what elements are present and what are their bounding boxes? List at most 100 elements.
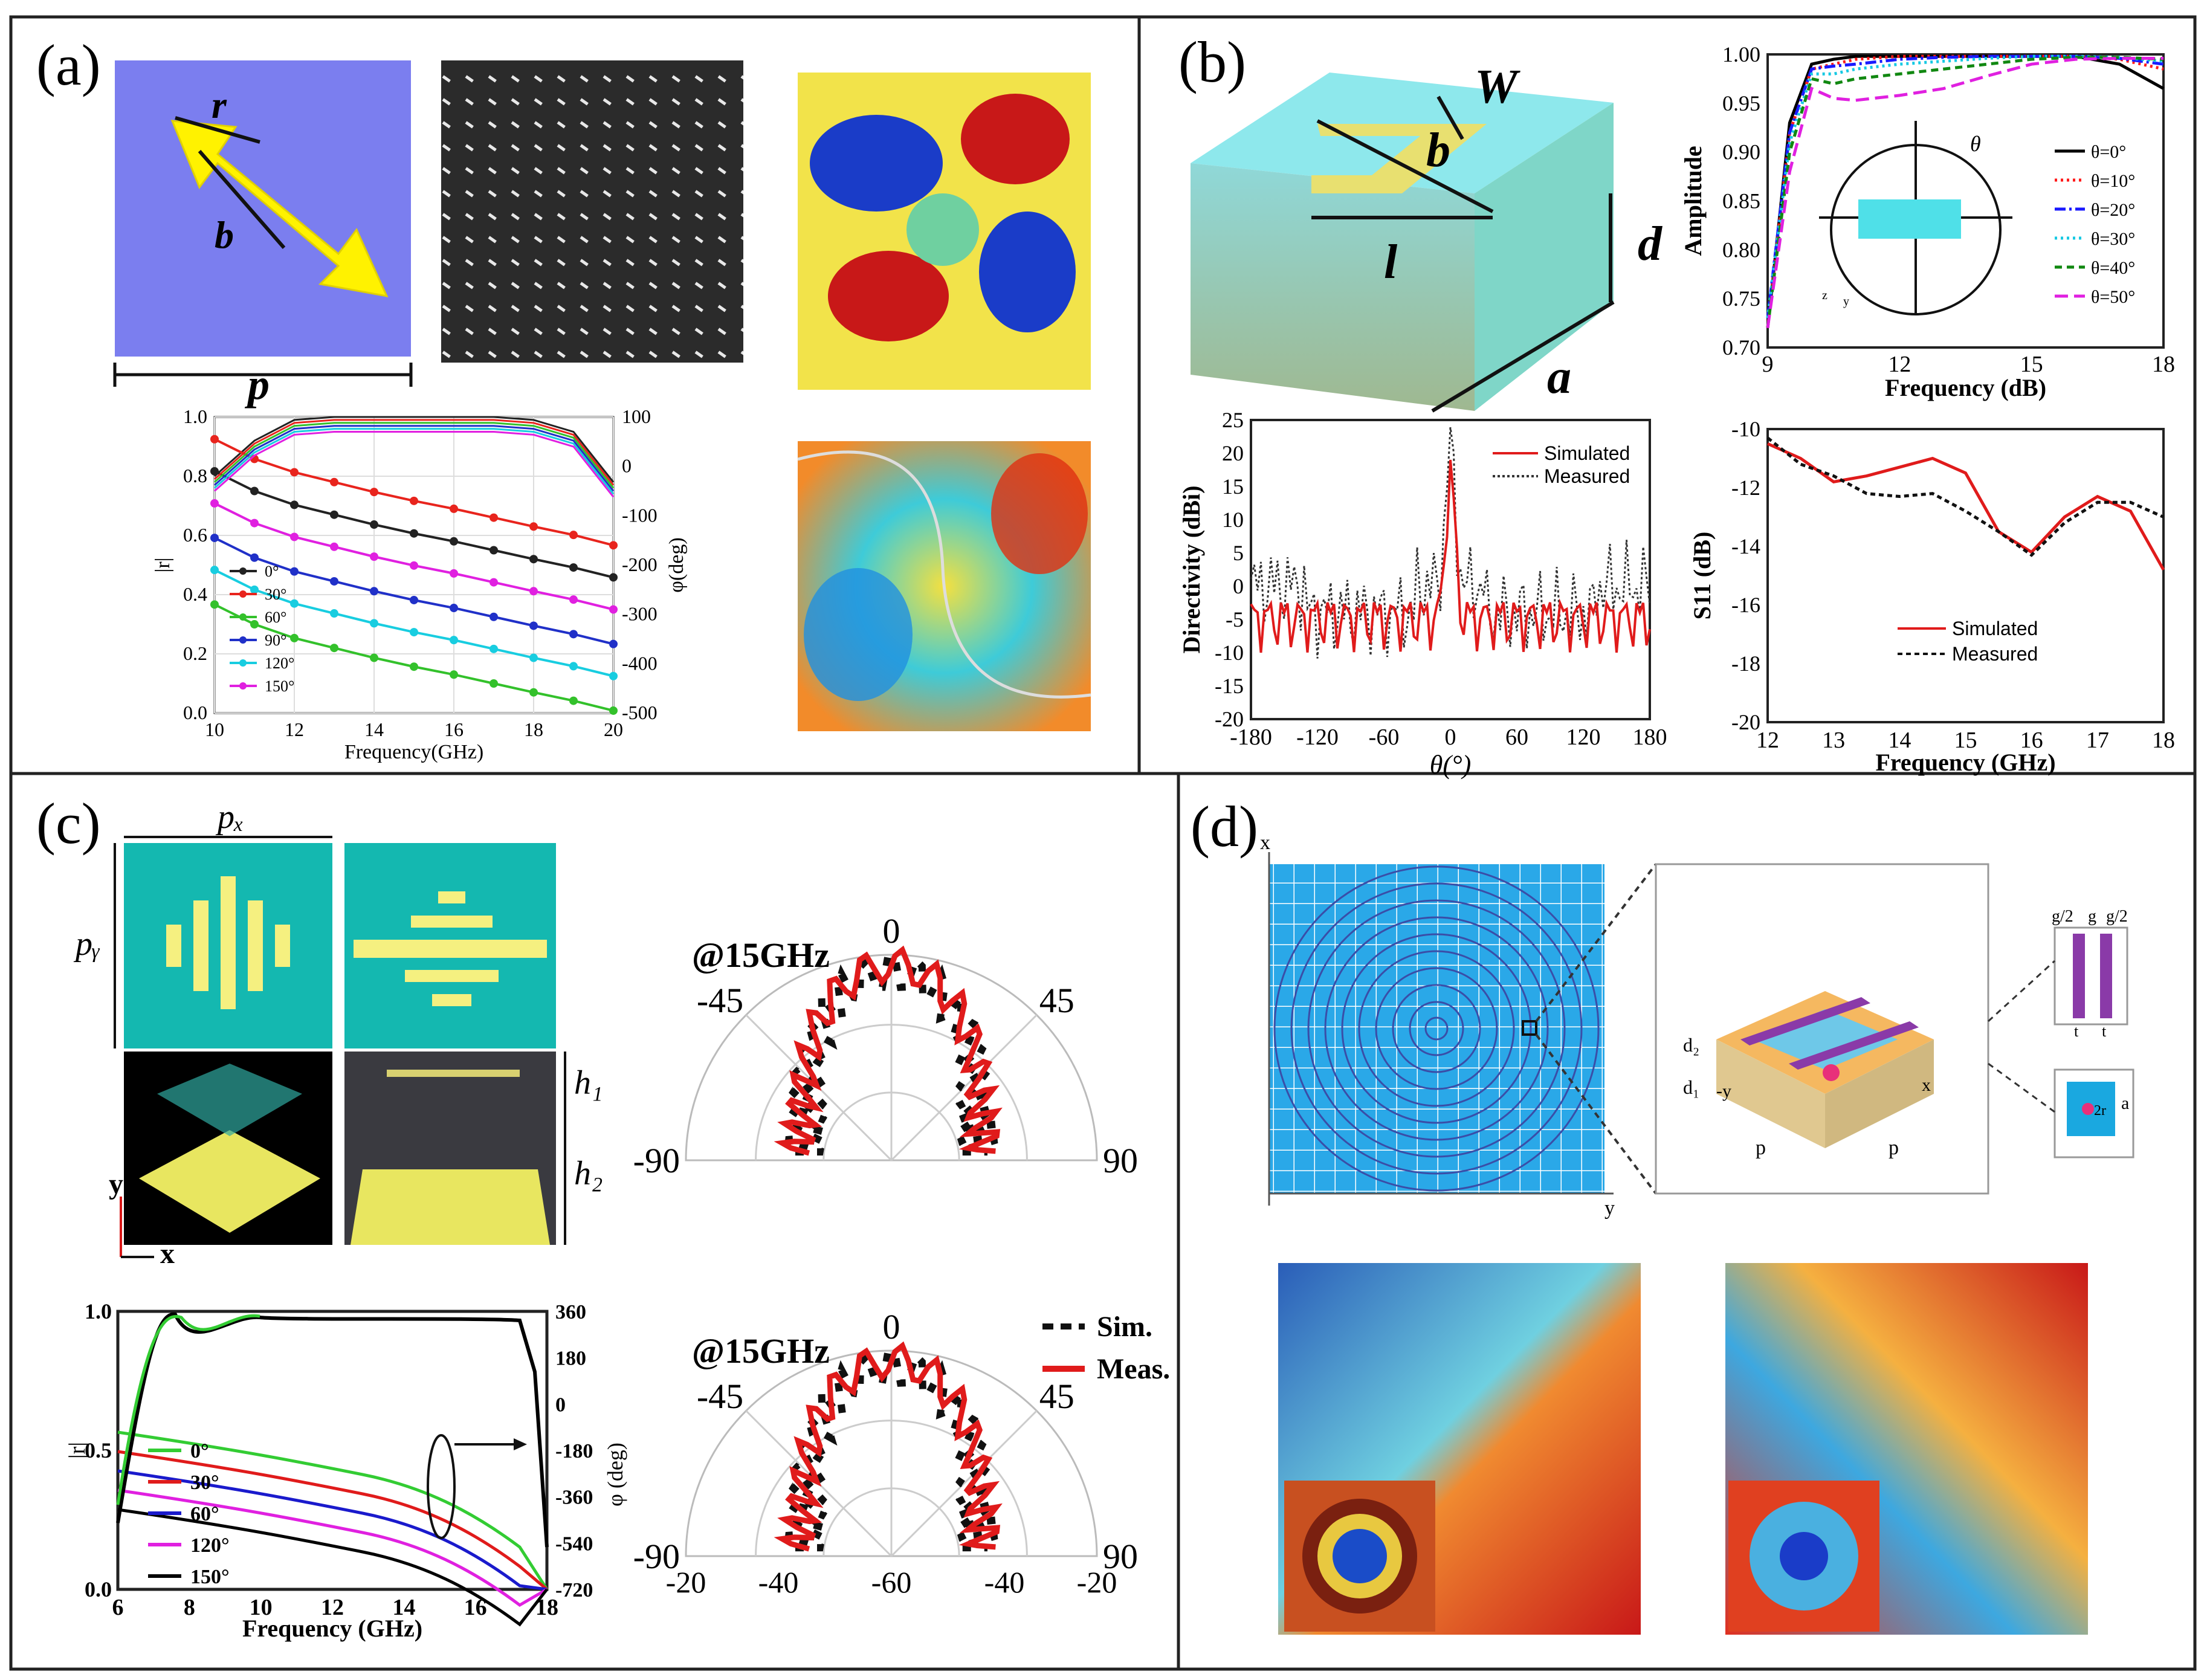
- point-phase: [529, 522, 538, 531]
- label-px: pₓ: [215, 798, 244, 836]
- point-phase: [290, 500, 299, 509]
- y2-tick-label: 0: [555, 1394, 566, 1416]
- phase-map-top: [798, 73, 1091, 390]
- point-phase: [330, 577, 338, 586]
- point-phase: [609, 706, 618, 715]
- chart-a: 10 12 14 16 18 20 0.0 0.2 0.4 0.6 0.8 1.0 100 0 -100 -2…: [152, 405, 688, 763]
- x-tick-label: 15: [1954, 728, 1977, 753]
- polar-angle-label: -45: [697, 981, 743, 1020]
- point-phase: [490, 679, 498, 688]
- y2-axis-title: φ(deg): [665, 537, 688, 592]
- y-tick-label: 15: [1222, 474, 1244, 499]
- y-tick-label: 0.0: [85, 1577, 112, 1601]
- y-tick-label: -14: [1731, 534, 1760, 558]
- label-py: pᵧ: [73, 925, 100, 963]
- point-phase: [330, 609, 338, 618]
- polar-radial-tick: -20: [666, 1565, 706, 1599]
- label-t2: t: [2102, 1023, 2107, 1040]
- label-cy: y: [109, 1168, 123, 1200]
- point-phase: [569, 595, 578, 604]
- panel-label-a: (a): [36, 33, 101, 97]
- point-phase: [529, 653, 538, 662]
- chart-c: 6 8 10 12 14 16 180.00.51.0 3601800-180-360-540…: [65, 1299, 627, 1642]
- legend-label: 60°: [190, 1503, 219, 1525]
- amplitude-green: [116, 1314, 260, 1505]
- point-phase: [569, 563, 578, 572]
- point-phase: [609, 671, 618, 680]
- label-d: d: [1638, 218, 1663, 271]
- label-2r: 2r: [2094, 1103, 2106, 1119]
- legend-label: Sim.: [1097, 1311, 1152, 1343]
- polar-spoke: [890, 1014, 1038, 1161]
- plot-frame: [116, 1310, 549, 1591]
- polar-angle-label: 90: [1103, 1537, 1138, 1576]
- y-tick-label: 1.0: [85, 1299, 112, 1323]
- polar-bottom: 0 -45 45 -90 90 @15GHz -20 -40 -60 -40 -20 Sim. Meas…: [633, 1307, 1171, 1599]
- point-phase: [250, 519, 259, 528]
- x-tick-label: 16: [444, 719, 464, 740]
- point-phase: [569, 531, 578, 540]
- point-phase: [290, 567, 299, 576]
- y2-tick-label: 360: [555, 1301, 586, 1323]
- y2-tick-label: -180: [555, 1440, 593, 1462]
- inset-axis-y: y: [1843, 295, 1849, 308]
- polar-angle-label: -90: [633, 1537, 680, 1576]
- y-axis-title: Directivity (dBi): [1178, 485, 1205, 653]
- point-phase: [370, 552, 378, 561]
- label-ux: x: [1922, 1075, 1931, 1095]
- point-phase: [450, 569, 458, 578]
- y2-tick-label: 0: [622, 455, 632, 477]
- label-l: l: [1384, 236, 1398, 289]
- x-tick-label: -60: [1369, 725, 1400, 750]
- series-amplitude-60°: [214, 422, 615, 489]
- y2-tick-label: -720: [555, 1579, 593, 1601]
- x-tick-label: 60: [1505, 725, 1528, 750]
- label-dy: y: [1604, 1197, 1615, 1220]
- label-cx: x: [160, 1238, 175, 1270]
- legend-label: Simulated: [1952, 618, 2038, 639]
- y2-tick-label: -540: [555, 1533, 593, 1555]
- legend-label: 0°: [190, 1440, 209, 1462]
- legend-marker: [239, 636, 247, 644]
- point-phase: [490, 513, 498, 522]
- point-phase: [490, 578, 498, 587]
- y-tick-label: 0.75: [1722, 286, 1760, 311]
- label-d1: d₁: [1683, 1076, 1699, 1098]
- y2-tick-label: 180: [555, 1348, 586, 1370]
- point-phase: [569, 630, 578, 639]
- point-phase: [210, 534, 219, 543]
- y2-tick-label: -300: [622, 603, 658, 625]
- legend-label: 120°: [265, 654, 294, 672]
- label-b-len: b: [1426, 124, 1450, 177]
- x-tick-label: 10: [250, 1595, 273, 1620]
- x-tick-label: -180: [1230, 725, 1272, 750]
- point-phase: [410, 628, 418, 637]
- annotation-ellipse: [427, 1434, 456, 1539]
- label-ua: a: [2121, 1093, 2129, 1113]
- y-tick-label: -10: [1215, 641, 1244, 665]
- y-tick-label: 0.0: [183, 702, 207, 723]
- label-g: g: [2088, 907, 2096, 926]
- x-tick-label: 10: [205, 719, 224, 740]
- label-g2-right: g/2: [2106, 907, 2128, 926]
- point-phase: [529, 555, 538, 564]
- y-axis-title: Amplitude: [1679, 146, 1707, 256]
- metasurface-array: y x: [1260, 832, 1657, 1220]
- legend-label: 30°: [190, 1472, 219, 1494]
- y-tick-label: 1.0: [183, 405, 207, 427]
- point-phase: [609, 605, 618, 614]
- inset-block: [1858, 199, 1961, 239]
- point-phase: [450, 604, 458, 613]
- legend-marker: [239, 682, 247, 690]
- x-tick-label: 12: [285, 719, 304, 740]
- y-tick-label: 20: [1222, 441, 1244, 465]
- legend-label: 0°: [265, 563, 279, 580]
- series-phase-0°: [117, 1430, 549, 1591]
- series-θ=50°: [1766, 56, 2163, 329]
- label-p1: p: [1756, 1137, 1766, 1159]
- y-tick-label: -16: [1731, 593, 1760, 617]
- legend-label: Simulated: [1544, 442, 1630, 464]
- series-Measured: [1766, 436, 2165, 557]
- point-phase: [569, 696, 578, 705]
- legend-label: 150°: [265, 677, 294, 695]
